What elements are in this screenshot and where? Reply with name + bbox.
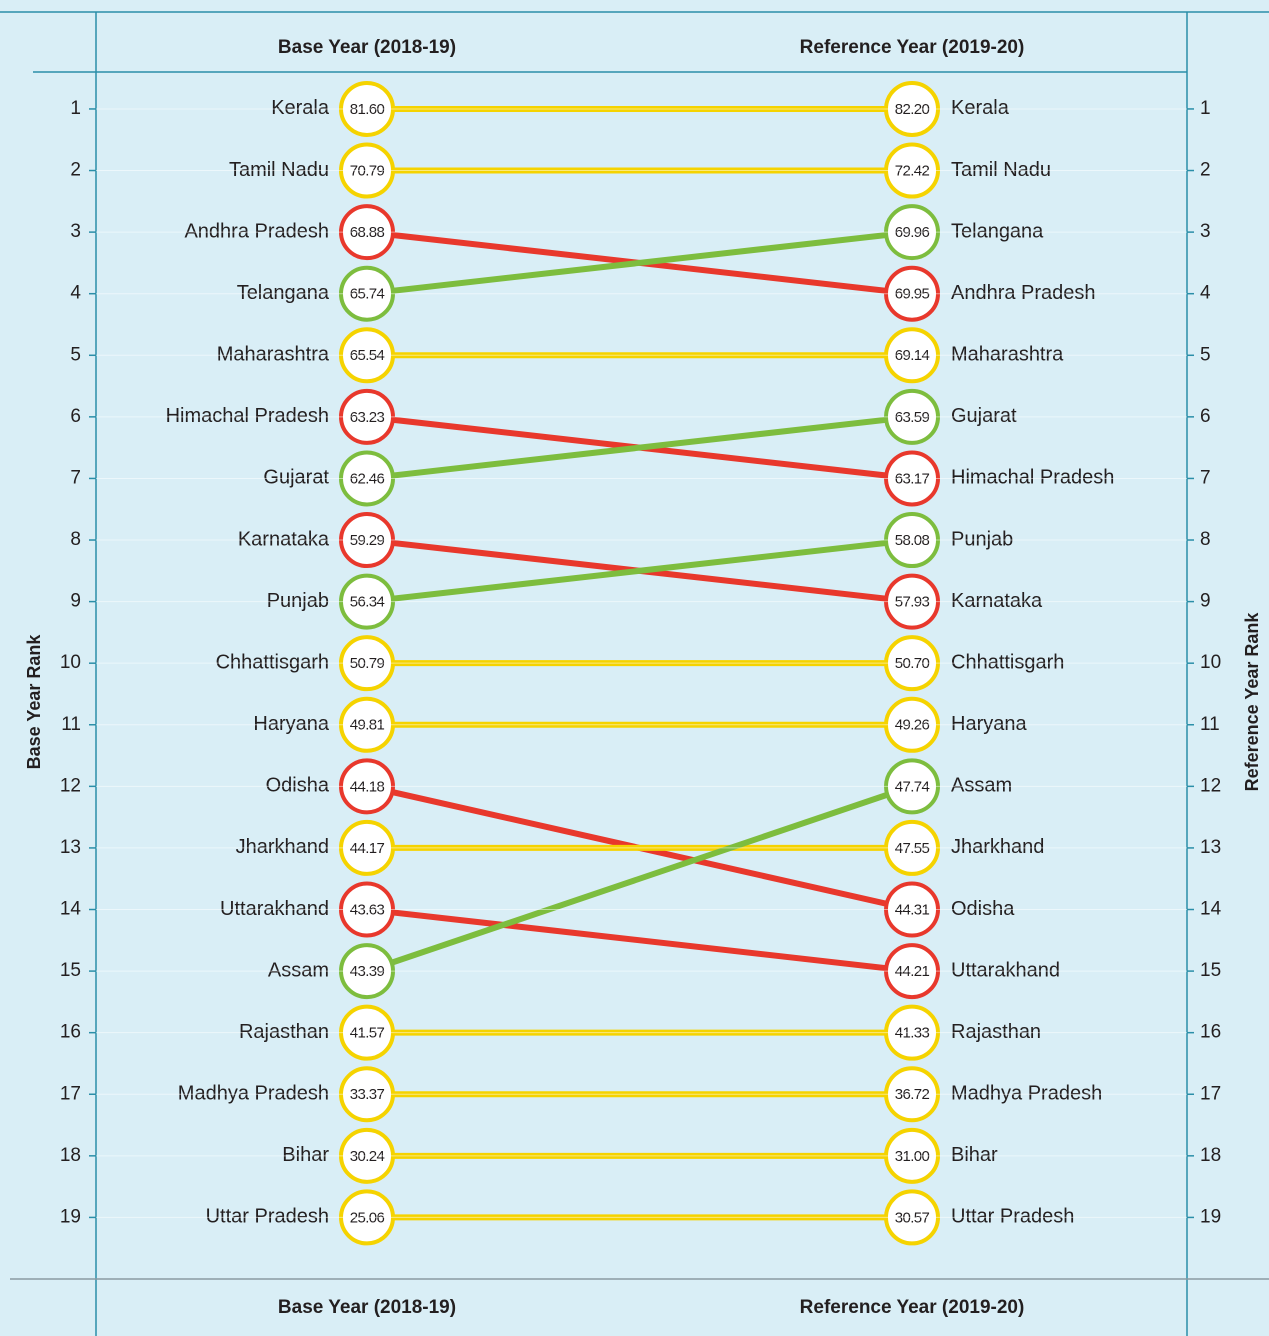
y2-tick-label: 7 [1200, 467, 1211, 488]
state-label: Uttarakhand [951, 959, 1060, 981]
state-label: Gujarat [951, 405, 1017, 427]
state-label: Madhya Pradesh [178, 1083, 329, 1105]
state-label: Punjab [951, 528, 1013, 550]
state-label: Karnataka [951, 590, 1043, 612]
state-label: Haryana [253, 713, 329, 735]
y-tick-label: 1 [70, 98, 81, 119]
state-label: Andhra Pradesh [951, 282, 1096, 304]
state-label: Himachal Pradesh [166, 405, 329, 427]
state-label: Kerala [951, 97, 1010, 119]
state-label: Assam [268, 959, 329, 981]
y2-tick-label: 13 [1200, 837, 1221, 858]
slope-line [366, 783, 913, 974]
slope-line [366, 906, 913, 975]
y-tick-label: 3 [70, 221, 81, 242]
y2-tick-label: 14 [1200, 899, 1222, 920]
base-year-header: Base Year (2018-19) [278, 37, 456, 58]
state-label: Uttarakhand [220, 898, 329, 920]
state-label: Chhattisgarh [216, 651, 329, 673]
state-label: Andhra Pradesh [184, 220, 329, 242]
y2-tick-label: 12 [1200, 775, 1221, 796]
y2-tick-label: 19 [1200, 1206, 1221, 1227]
y-tick-label: 15 [60, 960, 81, 981]
y2-tick-label: 8 [1200, 529, 1211, 550]
state-label: Gujarat [263, 467, 329, 489]
y-tick-label: 17 [60, 1083, 81, 1104]
y-tick-label: 19 [60, 1206, 81, 1227]
y-tick-label: 18 [60, 1145, 81, 1166]
state-label: Maharashtra [951, 344, 1064, 366]
state-label: Jharkhand [236, 836, 329, 858]
y-tick-label: 4 [70, 283, 81, 304]
state-label: Uttar Pradesh [206, 1206, 329, 1228]
state-label: Tamil Nadu [951, 159, 1051, 181]
y2-axis-label: Reference Year Rank [1242, 612, 1262, 792]
slope-line [366, 413, 913, 482]
state-label: Jharkhand [951, 836, 1044, 858]
y-tick-label: 13 [60, 837, 81, 858]
y-tick-label: 11 [61, 714, 81, 735]
y2-tick-label: 16 [1200, 1022, 1221, 1043]
state-label: Bihar [282, 1144, 329, 1166]
y2-tick-label: 2 [1200, 160, 1211, 181]
y-tick-label: 10 [60, 652, 81, 673]
state-label: Uttar Pradesh [951, 1206, 1074, 1228]
state-label: Rajasthan [951, 1021, 1041, 1043]
state-label: Maharashtra [217, 344, 330, 366]
y2-tick-label: 5 [1200, 344, 1211, 365]
slope-line [366, 537, 913, 605]
state-label: Chhattisgarh [951, 651, 1064, 673]
y-tick-label: 5 [70, 344, 81, 365]
state-label: Karnataka [238, 528, 330, 550]
y2-tick-label: 3 [1200, 221, 1211, 242]
y2-tick-label: 18 [1200, 1145, 1221, 1166]
y2-tick-label: 10 [1200, 652, 1221, 673]
state-label: Assam [951, 775, 1012, 797]
base-year-footer: Base Year (2018-19) [278, 1297, 456, 1318]
state-label: Rajasthan [239, 1021, 329, 1043]
state-label: Haryana [951, 713, 1027, 735]
y2-tick-label: 1 [1200, 98, 1211, 119]
state-label: Odisha [266, 775, 330, 797]
state-label: Madhya Pradesh [951, 1083, 1102, 1105]
state-label: Odisha [951, 898, 1015, 920]
state-label: Tamil Nadu [229, 159, 329, 181]
state-label: Himachal Pradesh [951, 467, 1114, 489]
y2-tick-label: 6 [1200, 406, 1211, 427]
y-axis-label: Base Year Rank [24, 634, 44, 770]
y2-tick-label: 11 [1200, 714, 1220, 735]
state-label: Bihar [951, 1144, 998, 1166]
y-tick-label: 2 [70, 160, 81, 181]
y2-tick-label: 15 [1200, 960, 1221, 981]
y-tick-label: 7 [70, 467, 81, 488]
y-tick-label: 9 [70, 591, 81, 612]
y2-tick-label: 9 [1200, 591, 1211, 612]
slope-line [366, 229, 913, 297]
state-label: Telangana [951, 220, 1044, 242]
y-tick-label: 16 [60, 1022, 81, 1043]
state-label: Punjab [267, 590, 329, 612]
reference-year-footer: Reference Year (2019-20) [800, 1297, 1025, 1318]
y-tick-label: 6 [70, 406, 81, 427]
state-label: Telangana [237, 282, 330, 304]
y2-tick-label: 4 [1200, 283, 1211, 304]
y-tick-label: 8 [70, 529, 81, 550]
state-label: Kerala [271, 97, 330, 119]
reference-year-header: Reference Year (2019-20) [800, 37, 1025, 58]
y-tick-label: 12 [60, 775, 81, 796]
y-tick-label: 14 [60, 899, 82, 920]
y2-tick-label: 17 [1200, 1083, 1221, 1104]
